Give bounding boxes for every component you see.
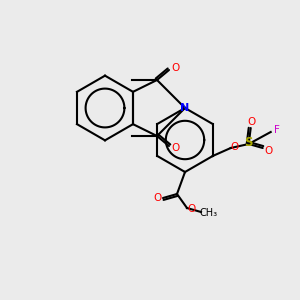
Text: O: O	[265, 146, 273, 156]
Text: O: O	[248, 117, 256, 127]
Text: O: O	[231, 142, 239, 152]
Text: CH₃: CH₃	[200, 208, 218, 218]
Text: N: N	[180, 103, 190, 113]
Text: S: S	[244, 136, 253, 149]
Text: O: O	[187, 204, 195, 214]
Text: F: F	[274, 125, 280, 135]
Text: O: O	[154, 193, 162, 203]
Text: O: O	[171, 143, 179, 153]
Text: O: O	[171, 63, 179, 73]
